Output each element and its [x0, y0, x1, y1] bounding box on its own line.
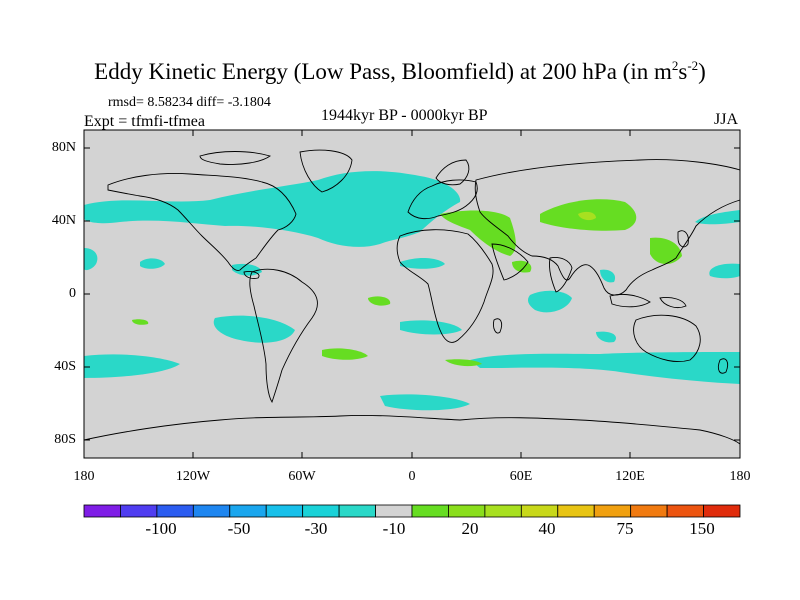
stats-label: rmsd= 8.58234 diff= -3.1804 — [108, 95, 271, 110]
pos-contour-east-asia — [650, 237, 682, 265]
colorbar-label: -10 — [382, 519, 406, 538]
neg-contour-central-pacific-west — [709, 263, 740, 279]
coastline-se-asia-islands — [609, 293, 651, 308]
pos-contour-tropical-pacific — [132, 319, 149, 325]
experiment-label: Expt = tfmfi-tfmea — [84, 113, 205, 130]
coastline-greenland — [299, 149, 353, 193]
neg-contour-indian-ocean — [527, 290, 572, 313]
pos-contour-south-america — [322, 348, 368, 360]
coastline-scandinavia — [435, 159, 470, 186]
neg-contour-gulf — [232, 263, 262, 276]
lon-label-60w: 60W — [288, 469, 316, 484]
colorbar-box — [484, 504, 522, 518]
neg-contour-south-pacific — [213, 315, 295, 343]
colorbar-label: -30 — [304, 519, 328, 538]
coastline-arabia — [491, 243, 529, 281]
period-label: 1944kyr BP - 0000kyr BP — [321, 107, 488, 124]
neg-contour-west-pacific — [600, 269, 616, 283]
coastline-antarctica — [83, 415, 741, 459]
colorbar-box — [120, 504, 158, 518]
colorbar-label: -50 — [227, 519, 251, 538]
colorbar-box — [302, 504, 340, 518]
neg-contour-tasman — [705, 367, 727, 381]
pos-contour-south-atlantic — [445, 359, 482, 367]
colorbar-box — [703, 504, 741, 518]
colorbar-box — [630, 504, 668, 518]
colorbar-box — [192, 504, 231, 518]
colorbar-label: 150 — [689, 519, 715, 538]
neg-contour-north-atlantic — [84, 171, 461, 247]
neg-contour-west-pacific-edge — [84, 248, 98, 271]
lon-label-180w: 180 — [73, 469, 95, 484]
neg-contour-south-indian-small — [596, 331, 616, 343]
anomaly-contours — [84, 171, 740, 411]
lon-label-0: 0 — [408, 469, 416, 484]
coastline-australia — [633, 314, 701, 363]
coastline-caribbean — [243, 271, 260, 279]
lat-label-0: 0 — [69, 286, 76, 301]
lon-label-120e: 120E — [615, 469, 645, 484]
chart-title: Eddy Kinetic Energy (Low Pass, Bloomfiel… — [94, 58, 706, 84]
pos-contour-central-asia-core — [578, 211, 596, 221]
neg-contour-subtropical-pacific — [140, 258, 165, 269]
neg-contour-south-atlantic — [400, 320, 462, 335]
neg-contour-southern-ocean-indian — [470, 352, 740, 384]
colorbar-box — [520, 504, 559, 518]
colorbar-box — [229, 504, 267, 518]
lat-label-40n: 40N — [51, 213, 76, 228]
lon-label-120w: 120W — [175, 469, 211, 484]
coastline-canada-arctic — [199, 151, 271, 165]
neg-contour-east-atlantic — [400, 257, 445, 269]
pos-contour-north-africa — [368, 296, 391, 306]
neg-contour-southern-ocean-west — [84, 354, 180, 378]
colorbar-box — [265, 504, 304, 518]
colorbar-label: -100 — [145, 519, 177, 538]
colorbar-box — [338, 504, 376, 518]
neg-contour-ne-pacific — [695, 210, 740, 225]
colorbar-label: 20 — [461, 519, 479, 538]
coastline-india — [549, 257, 573, 293]
colorbar-box — [411, 504, 449, 518]
map-axes — [83, 129, 741, 459]
colorbar-box — [83, 504, 121, 518]
colorbar — [83, 504, 741, 518]
colorbar-label: 40 — [538, 519, 556, 538]
coastline-new-zealand — [717, 358, 729, 374]
lat-label-80s: 80S — [54, 432, 76, 447]
colorbar-box — [448, 504, 486, 518]
coastline-new-guinea — [659, 297, 687, 309]
coastline-japan — [677, 230, 689, 248]
coastline-north-america — [107, 173, 297, 271]
colorbar-box — [557, 504, 595, 518]
coastline-south-america — [249, 268, 318, 404]
lon-label-60e: 60E — [509, 469, 533, 484]
lat-label-40s: 40S — [54, 359, 76, 374]
lat-label-80n: 80N — [51, 140, 76, 155]
lon-label-180e: 180 — [729, 469, 751, 484]
coastlines — [83, 149, 741, 459]
coastline-asia — [474, 159, 741, 296]
colorbar-box — [375, 504, 413, 518]
neg-contour-southern-ocean-atlantic — [380, 394, 470, 411]
colorbar-box — [666, 504, 704, 518]
coastline-madagascar — [493, 318, 503, 334]
coastline-africa — [396, 229, 494, 343]
colorbar-box — [156, 504, 194, 518]
season-label: JJA — [714, 111, 739, 128]
colorbar-box — [593, 504, 632, 518]
colorbar-label: 75 — [616, 519, 634, 538]
